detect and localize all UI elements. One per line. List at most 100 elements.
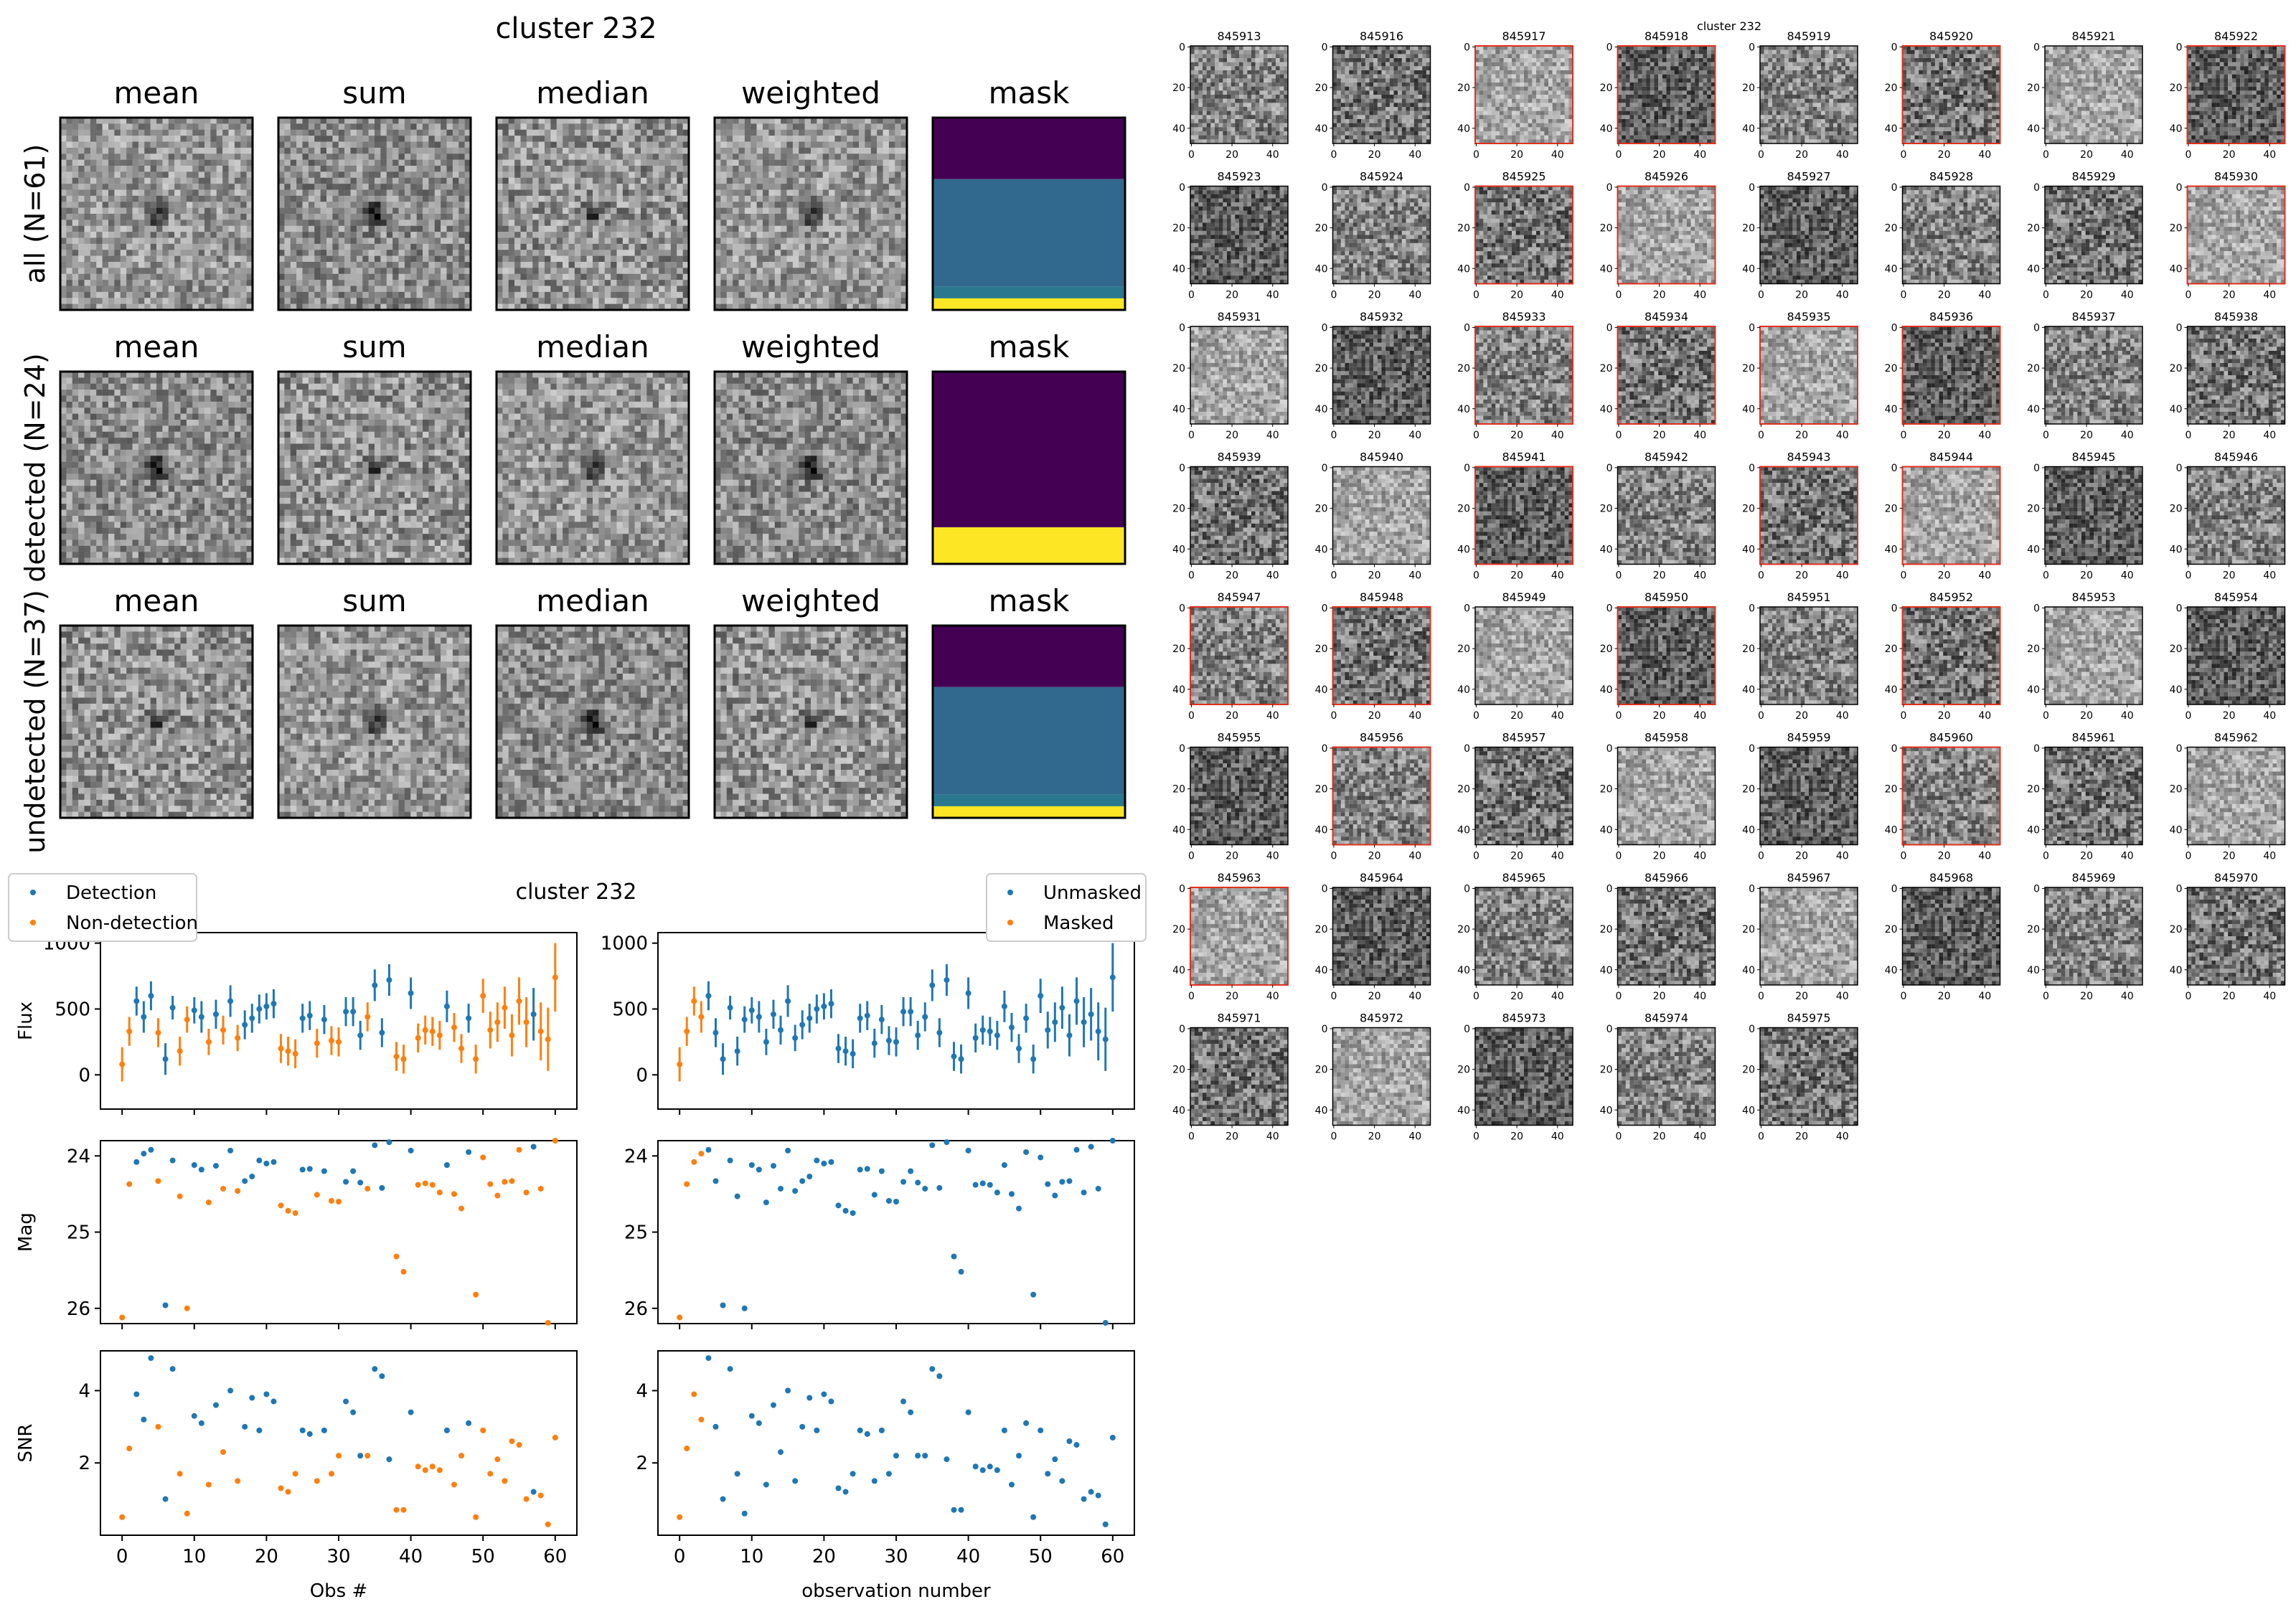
lc2-snr-point <box>705 1355 712 1362</box>
lc1-flux-point <box>516 998 522 1004</box>
thumb-image <box>2186 746 2286 846</box>
lc1-flux-point <box>184 1017 190 1023</box>
thumb-title: 845913 <box>1217 29 1261 43</box>
lc2-flux-point <box>705 993 712 999</box>
thumb-image <box>2044 185 2143 285</box>
lc2-mag-point <box>900 1179 907 1185</box>
thumb-ytick-label: 0 <box>1322 883 1328 895</box>
thumbnail-cells: 845913 0 0 20 20 40 40 845916 0 0 20 20 40 40 845917 0 0… <box>1172 29 2286 1143</box>
lc2-flux-point <box>785 998 791 1004</box>
thumb-xtick-label: 0 <box>1758 149 1764 161</box>
thumb-ytick-label: 0 <box>1606 182 1613 194</box>
lc2-snr-point <box>1059 1478 1065 1484</box>
thumb-xtick-label: 0 <box>1330 851 1337 862</box>
thumbnails-title: cluster 232 <box>1697 19 1761 33</box>
row-label-all: all (N=61) <box>19 144 51 284</box>
thumb-ytick-label: 20 <box>1315 504 1328 515</box>
lc1-flux-point <box>436 1032 443 1039</box>
thumb-xtick-label: 20 <box>1510 851 1523 862</box>
lc1-mag-point <box>552 1138 558 1144</box>
lc2-flux-point <box>1073 998 1080 1004</box>
coadd-title-detected-weighted: weighted <box>741 329 880 364</box>
thumb-xtick-label: 20 <box>1795 149 1808 161</box>
lc1-snr-point <box>155 1423 161 1430</box>
thumb-xtick-label: 40 <box>2263 290 2276 301</box>
coadd-all-sum-image <box>277 116 472 311</box>
lc1-snr-point <box>119 1514 126 1520</box>
thumb-xtick-label: 40 <box>1551 570 1564 582</box>
lc1-flux-point <box>379 1029 385 1036</box>
lc1-snr-axes: 2 4 SNR 0 10 20 30 40 50 60 <box>15 1350 578 1568</box>
lc1-mag-point <box>256 1157 263 1164</box>
thumb-ytick-label: 0 <box>2033 603 2040 614</box>
thumb-xtick-label: 40 <box>1836 710 1849 722</box>
lc1-flux-point <box>328 1037 334 1044</box>
lc2-snr-ytick-label: 2 <box>636 1453 648 1474</box>
coadd-title-undetected-weighted: weighted <box>741 583 880 618</box>
thumb-ytick-label: 20 <box>2027 363 2040 374</box>
thumb-ytick-label: 40 <box>1742 824 1755 836</box>
lc1-snr-point <box>350 1409 357 1415</box>
thumb-845971: 845971 0 0 20 20 40 40 <box>1172 1012 1289 1143</box>
thumb-xtick-label: 20 <box>1653 149 1666 161</box>
thumb-xtick-label: 40 <box>1266 149 1279 161</box>
thumb-ytick-label: 40 <box>2170 824 2183 836</box>
lc2-flux-point <box>893 1039 899 1045</box>
thumb-image <box>1332 326 1431 425</box>
lc2-flux-point <box>1059 1004 1065 1011</box>
lc1-snr-point <box>191 1413 197 1419</box>
lc2-snr-point <box>698 1416 705 1423</box>
thumb-xtick-label: 0 <box>2043 570 2049 582</box>
thumb-title: 845949 <box>1502 590 1545 604</box>
lc2-snr-point <box>727 1366 733 1372</box>
lc2-snr-point <box>828 1398 834 1405</box>
lc1-snr-xtick-label: 20 <box>255 1546 278 1568</box>
thumb-image <box>1759 1027 1858 1126</box>
lc1-mag-point <box>119 1314 126 1321</box>
lc1-mag-point <box>422 1180 428 1187</box>
thumb-title: 845944 <box>1929 451 1973 464</box>
thumb-ytick-label: 20 <box>1742 82 1755 94</box>
lc2-flux-ytick-label: 500 <box>612 999 648 1020</box>
thumb-ytick-label: 40 <box>1172 824 1185 836</box>
lc2-mag-point <box>748 1162 755 1168</box>
thumb-xtick-label: 20 <box>2080 570 2093 582</box>
lc2-flux-point <box>756 1014 762 1020</box>
lc1-snr-point <box>336 1453 342 1459</box>
legend-box-2 <box>986 873 1147 942</box>
lc2-snr-point <box>684 1446 690 1452</box>
lc2-mag-point <box>951 1253 957 1260</box>
thumb-xtick-label: 20 <box>1510 710 1523 722</box>
lc1-mag-point <box>126 1181 133 1187</box>
lc2-mag-point <box>922 1185 928 1192</box>
lc1-snr-point <box>220 1449 227 1456</box>
thumb-ytick-label: 40 <box>2027 684 2040 696</box>
thumb-xtick-label: 0 <box>1188 290 1195 301</box>
lc1-mag-point <box>350 1168 357 1174</box>
thumb-title: 845916 <box>1360 29 1403 43</box>
lc2-mag-point <box>1038 1154 1044 1161</box>
lc2-mag-point <box>929 1142 936 1149</box>
lc2-mag-point <box>908 1168 914 1174</box>
lc1-snr-point <box>487 1471 494 1477</box>
coadd-undetected-sum-image <box>277 624 472 819</box>
lc2-flux-point <box>720 1056 726 1062</box>
thumb-ytick-label: 20 <box>1172 363 1185 374</box>
thumb-845961: 845961 0 0 20 20 40 40 <box>2027 731 2143 862</box>
lc2-snr-point <box>691 1391 697 1397</box>
lc2-mag-point <box>741 1305 748 1311</box>
thumb-xtick-label: 20 <box>1368 149 1381 161</box>
lc1-mag-point <box>328 1197 334 1204</box>
thumb-ytick-label: 0 <box>2033 182 2040 194</box>
thumb-845975: 845975 0 0 20 20 40 40 <box>1742 1012 1858 1143</box>
thumb-xtick-label: 0 <box>1473 290 1479 301</box>
lc2-mag-point <box>799 1178 806 1184</box>
thumb-xtick-label: 40 <box>1836 290 1849 301</box>
lc2-snr-point <box>756 1420 762 1426</box>
lc1-flux-point <box>372 982 378 989</box>
thumb-image <box>2044 746 2143 846</box>
thumb-ytick-label: 0 <box>1322 463 1328 474</box>
lc1-mag-point <box>509 1178 515 1184</box>
thumb-ytick-label: 20 <box>1315 644 1328 655</box>
